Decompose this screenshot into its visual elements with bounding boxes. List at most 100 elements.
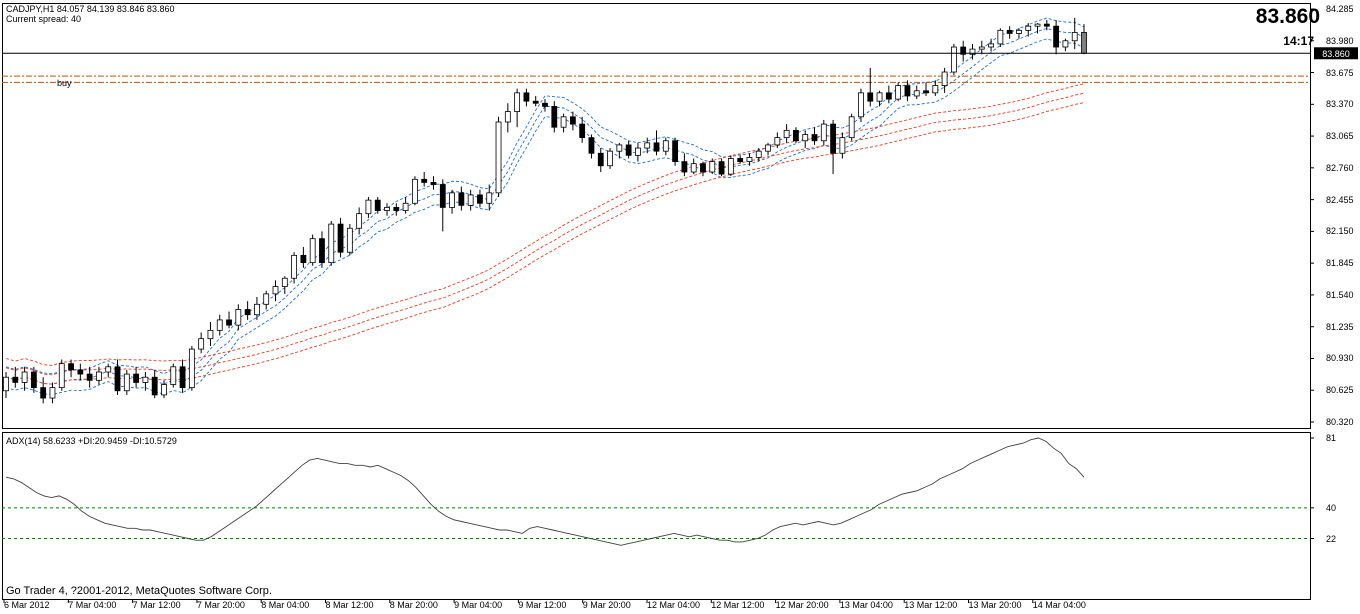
candle-body bbox=[950, 46, 957, 73]
candle-body bbox=[514, 92, 521, 112]
price-tick-label: 80.625 bbox=[1326, 385, 1354, 396]
candle-body bbox=[978, 46, 985, 50]
candle-body bbox=[272, 286, 279, 295]
candle-body bbox=[672, 140, 679, 162]
time-tick-label: 9 Mar 20:00 bbox=[582, 600, 631, 610]
candle-body bbox=[551, 105, 558, 128]
candle-body bbox=[179, 366, 186, 389]
candle-body bbox=[281, 277, 288, 287]
red-envelope-line-2 bbox=[5, 102, 1085, 385]
candle-body bbox=[170, 366, 177, 385]
candle-body bbox=[783, 129, 790, 139]
candle-body bbox=[913, 90, 920, 97]
candle-body bbox=[830, 123, 836, 154]
time-tick-label: 13 Mar 04:00 bbox=[839, 600, 893, 610]
candle-body bbox=[774, 137, 781, 146]
indicator-pane-border bbox=[2, 432, 1311, 600]
candle-body bbox=[532, 100, 539, 104]
time-tick-label: 9 Mar 04:00 bbox=[454, 600, 503, 610]
bar-timer: 14:17 bbox=[1283, 34, 1314, 48]
time-tick-label: 12 Mar 04:00 bbox=[647, 600, 701, 610]
candle-body bbox=[151, 376, 158, 396]
symbol-info: CADJPY,H1 84.057 84.139 83.846 83.860 bbox=[6, 4, 175, 14]
time-tick-label: 7 Mar 20:00 bbox=[196, 600, 245, 610]
candle-body bbox=[1081, 32, 1087, 54]
blue-envelope-line-2 bbox=[5, 38, 1085, 396]
candle-body bbox=[467, 194, 474, 206]
candle-body bbox=[588, 137, 595, 154]
candle-body bbox=[12, 376, 19, 383]
candle-body bbox=[319, 238, 325, 264]
time-tick-label: 7 Mar 04:00 bbox=[68, 600, 117, 610]
candle-body bbox=[923, 90, 929, 94]
candle-body bbox=[607, 150, 613, 167]
candle-body bbox=[3, 376, 9, 392]
candle-body bbox=[895, 85, 902, 100]
candle-body bbox=[885, 92, 892, 100]
candle-body bbox=[58, 363, 65, 389]
candle-body bbox=[542, 102, 548, 107]
candle-body bbox=[309, 238, 316, 264]
candle-body bbox=[579, 123, 586, 139]
candle-body bbox=[114, 366, 121, 392]
candle-body bbox=[700, 163, 706, 173]
candle-body bbox=[346, 227, 353, 253]
price-tick-label: 82.455 bbox=[1326, 194, 1354, 205]
candle-body bbox=[616, 144, 623, 152]
price-pane-border bbox=[2, 3, 1311, 429]
candle-body bbox=[96, 371, 102, 381]
candle-body bbox=[709, 161, 716, 173]
candle-body bbox=[644, 142, 651, 149]
candle-body bbox=[811, 134, 818, 142]
candle-body bbox=[291, 254, 297, 279]
candle-body bbox=[597, 152, 604, 167]
candle-body bbox=[635, 147, 641, 156]
candle-body bbox=[21, 371, 28, 383]
price-tick-label: 83.675 bbox=[1326, 67, 1354, 78]
candle-body bbox=[188, 348, 195, 389]
candle-body bbox=[356, 213, 363, 229]
candle-body bbox=[402, 202, 409, 211]
candle-body bbox=[1016, 29, 1022, 34]
candle-body bbox=[746, 157, 753, 162]
candle-body bbox=[867, 92, 874, 102]
time-tick-label: 8 Mar 20:00 bbox=[389, 600, 438, 610]
candle-body bbox=[802, 134, 809, 142]
candle-body bbox=[421, 178, 428, 183]
candle-body bbox=[68, 363, 74, 371]
candle-body bbox=[820, 123, 827, 142]
candle-body bbox=[1043, 23, 1050, 27]
buy-order-label: buy bbox=[57, 78, 72, 88]
candle-body bbox=[904, 85, 911, 97]
candle-body bbox=[263, 293, 270, 305]
price-tick-label: 81.845 bbox=[1326, 258, 1354, 269]
price-tick-label: 83.980 bbox=[1326, 35, 1354, 46]
candle-body bbox=[411, 178, 418, 204]
candle-body bbox=[328, 223, 335, 264]
time-tick-label: 8 Mar 12:00 bbox=[325, 600, 374, 610]
current-price-tag bbox=[1314, 47, 1358, 60]
current-price-display: 83.860 bbox=[1255, 5, 1320, 28]
candle-body bbox=[374, 199, 381, 211]
candle-body bbox=[523, 92, 530, 102]
blue-envelope-line-0 bbox=[5, 17, 1085, 375]
candle-body bbox=[40, 387, 47, 399]
candle-body bbox=[1062, 40, 1069, 48]
candle-body bbox=[858, 92, 864, 118]
candle-body bbox=[49, 387, 56, 399]
price-tick-label: 81.540 bbox=[1326, 289, 1354, 300]
copyright-label: Go Trader 4, ?2001-2012, MetaQuotes Soft… bbox=[6, 585, 272, 597]
price-tick-label: 84.285 bbox=[1326, 4, 1354, 14]
candle-body bbox=[755, 150, 762, 158]
candle-body bbox=[235, 309, 242, 326]
candle-body bbox=[393, 207, 400, 211]
candle-body bbox=[486, 192, 493, 204]
candle-body bbox=[430, 182, 437, 185]
candle-body bbox=[1071, 32, 1078, 42]
candle-body bbox=[477, 194, 483, 204]
candle-body bbox=[439, 184, 446, 208]
candle-body bbox=[495, 121, 502, 194]
candle-body bbox=[105, 366, 112, 373]
